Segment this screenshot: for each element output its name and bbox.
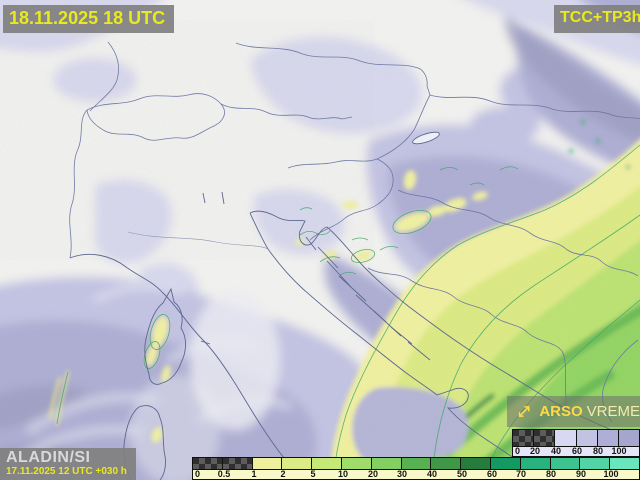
cloud-tick: 20 bbox=[529, 446, 541, 456]
precip-tick: 50 bbox=[456, 469, 468, 479]
cloud-cell bbox=[513, 430, 534, 446]
precip-legend-ticks: 0 0.5 1 2 5 10 20 30 40 50 60 70 80 90 1… bbox=[192, 470, 640, 480]
precip-tick: 0.5 bbox=[217, 469, 231, 479]
precip-cell bbox=[609, 458, 639, 469]
cloud-tick: 40 bbox=[550, 446, 562, 456]
precip-tick: 60 bbox=[486, 469, 498, 479]
cloud-legend-cells bbox=[512, 429, 640, 447]
precip-cell bbox=[370, 458, 401, 469]
arso-sun-logo-icon bbox=[518, 406, 530, 417]
precip-tick: 100 bbox=[603, 469, 619, 479]
cloud-cell bbox=[617, 430, 640, 446]
precip-cell bbox=[460, 458, 490, 469]
precip-tick: 10 bbox=[337, 469, 349, 479]
precip-tick: 5 bbox=[310, 469, 316, 479]
cloud-cell bbox=[575, 430, 597, 446]
precip-cell bbox=[193, 458, 222, 469]
precip-cell bbox=[281, 458, 312, 469]
precip-cell bbox=[430, 458, 461, 469]
precip-cell bbox=[311, 458, 341, 469]
cloud-cell bbox=[596, 430, 618, 446]
precip-tick: 30 bbox=[396, 469, 408, 479]
precip-cell bbox=[519, 458, 550, 469]
cloud-cell bbox=[554, 430, 576, 446]
precip-tick: 0 bbox=[195, 469, 201, 479]
product-stamp: TCC+TP3h bbox=[554, 5, 640, 33]
precip-cell bbox=[251, 458, 282, 469]
cloud-legend-ticks: 0 20 40 60 80 100 bbox=[512, 447, 640, 457]
cloud-cover-legend: 0 20 40 60 80 100 bbox=[512, 429, 640, 457]
model-stamp: ALADIN/SI 17.11.2025 12 UTC +030 h bbox=[0, 448, 136, 480]
precip-legend-cells bbox=[192, 457, 640, 470]
site-name: VREME bbox=[586, 403, 640, 420]
cloud-cell bbox=[533, 430, 555, 446]
precip-tick: 80 bbox=[545, 469, 557, 479]
precip-tick: 70 bbox=[515, 469, 527, 479]
precip-tick: 2 bbox=[280, 469, 286, 479]
precip-tick: 20 bbox=[367, 469, 379, 479]
cloud-tick: 100 bbox=[611, 446, 627, 456]
cloud-tick: 60 bbox=[571, 446, 583, 456]
model-name: ALADIN/SI bbox=[6, 449, 91, 466]
precip-cell bbox=[549, 458, 580, 469]
precip-cell bbox=[579, 458, 610, 469]
agency-name: ARSO bbox=[539, 403, 583, 420]
precip-cell bbox=[221, 458, 252, 469]
alps-texture bbox=[0, 40, 340, 240]
precip-cell bbox=[340, 458, 371, 469]
precip-cell bbox=[489, 458, 520, 469]
cloud-tick: 0 bbox=[515, 446, 521, 456]
model-run-time: 17.11.2025 12 UTC +030 h bbox=[6, 466, 127, 477]
precip-cell bbox=[400, 458, 431, 469]
precip-tick: 90 bbox=[575, 469, 587, 479]
cloud-tick: 80 bbox=[592, 446, 604, 456]
precip-tick: 1 bbox=[251, 469, 257, 479]
precip-tick: 40 bbox=[426, 469, 438, 479]
arso-brand-box: ARSO VREME bbox=[507, 396, 640, 427]
valid-time-stamp: 18.11.2025 18 UTC bbox=[3, 5, 175, 33]
precipitation-legend: 0 0.5 1 2 5 10 20 30 40 50 60 70 80 90 1… bbox=[192, 457, 640, 480]
